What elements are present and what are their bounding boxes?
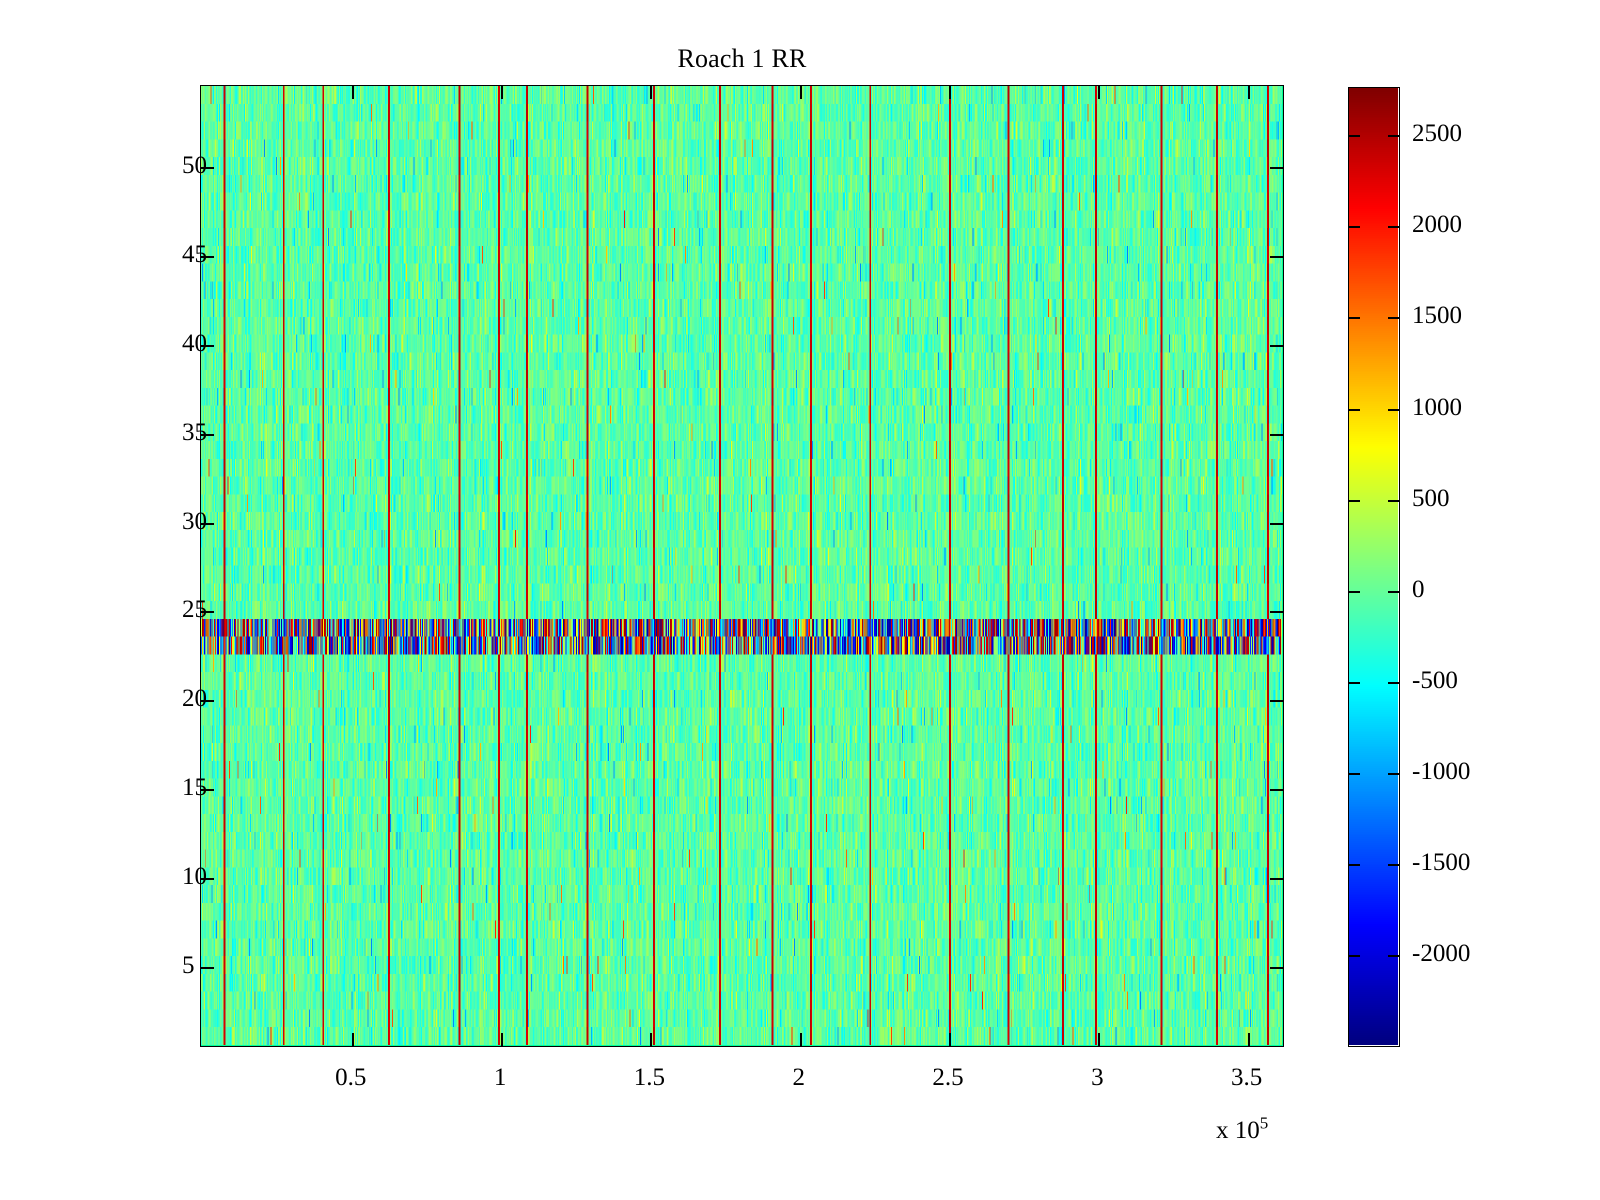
heatmap-image [201,86,1282,1045]
colorbar-tick-mark [1388,135,1399,138]
x-tick-mark [799,1033,802,1046]
y-tick-mark [201,433,214,436]
y-tick-mark [201,256,214,259]
y-tick-mark [1270,345,1283,347]
x-axis-tick-label: 2.5 [932,1064,964,1091]
x-axis-tick-label: 1 [493,1064,507,1091]
page-title: Roach 1 RR [677,44,807,73]
x-tick-mark [351,1033,354,1046]
colorbar-tick-label: -2000 [1412,940,1471,968]
colorbar-tick-mark [1349,864,1360,867]
colorbar-tick-mark [1388,317,1399,320]
y-tick-mark [201,611,214,614]
colorbar-tick-mark [1388,408,1399,411]
colorbar-tick-mark [1349,226,1360,229]
y-tick-mark [201,345,214,347]
y-tick-mark [201,700,214,703]
colorbar[interactable] [1348,87,1400,1047]
x-tick-mark [650,86,653,99]
y-tick-mark [1270,788,1283,791]
colorbar-tick-label: -500 [1412,666,1458,694]
colorbar-tick-label: 2000 [1412,211,1462,239]
colorbar-tick-mark [1349,773,1360,776]
y-tick-mark [1270,167,1283,170]
colorbar-tick-label: 2500 [1412,120,1462,148]
x-axis-tick-label: 3.5 [1231,1064,1263,1091]
colorbar-tick-mark [1349,317,1360,320]
colorbar-tick-mark [1388,773,1399,776]
y-tick-mark [1270,256,1283,259]
colorbar-tick-label: 0 [1412,575,1425,603]
heatmap-axes[interactable] [200,85,1284,1047]
colorbar-tick-mark [1388,681,1399,684]
y-tick-mark [1270,877,1283,880]
colorbar-gradient [1349,88,1398,1045]
colorbar-tick-label: -1000 [1412,758,1471,786]
x-tick-mark [1098,86,1101,99]
colorbar-tick-mark [1388,590,1399,593]
x-tick-mark [650,1033,653,1046]
x-tick-mark [1098,1033,1101,1046]
y-tick-mark [1270,966,1283,969]
x-axis-exponent-base: x 10 [1216,1117,1260,1144]
y-tick-mark [1270,611,1283,614]
x-axis-exponent-power: 5 [1259,1113,1269,1133]
y-tick-mark [201,877,214,880]
x-tick-mark [949,1033,952,1046]
x-tick-mark [501,1033,504,1046]
x-axis-tick-label: 2 [792,1064,805,1091]
colorbar-tick-mark [1388,955,1399,958]
colorbar-tick-label: -1500 [1412,849,1471,877]
colorbar-tick-mark [1349,955,1360,958]
y-tick-mark [201,167,214,170]
x-axis-tick-label: 0.5 [335,1064,367,1091]
x-tick-mark [1247,86,1250,99]
colorbar-tick-label: 500 [1412,484,1450,512]
x-tick-mark [949,86,952,99]
x-tick-mark [501,86,504,99]
colorbar-tick-mark [1388,864,1399,867]
colorbar-tick-mark [1388,226,1399,229]
colorbar-tick-label: 1000 [1412,393,1462,421]
x-tick-mark [351,86,354,99]
colorbar-tick-mark [1349,408,1360,411]
colorbar-tick-mark [1349,499,1360,502]
x-axis-tick-label: 3 [1091,1064,1104,1091]
colorbar-tick-mark [1388,499,1399,502]
colorbar-tick-mark [1349,135,1360,138]
x-tick-mark [799,86,802,99]
x-tick-mark [1247,1033,1250,1046]
x-axis-tick-label: 1.5 [633,1064,666,1091]
x-axis-exponent-label: x 105 [1216,1115,1268,1144]
y-tick-mark [1270,433,1283,436]
y-tick-mark [1270,522,1283,525]
colorbar-tick-label: 1500 [1412,302,1462,330]
colorbar-tick-mark [1349,590,1360,593]
colorbar-tick-mark [1349,681,1360,684]
y-tick-mark [201,966,214,969]
y-tick-mark [1270,700,1283,703]
y-tick-mark [201,522,214,525]
y-tick-mark [201,788,214,791]
